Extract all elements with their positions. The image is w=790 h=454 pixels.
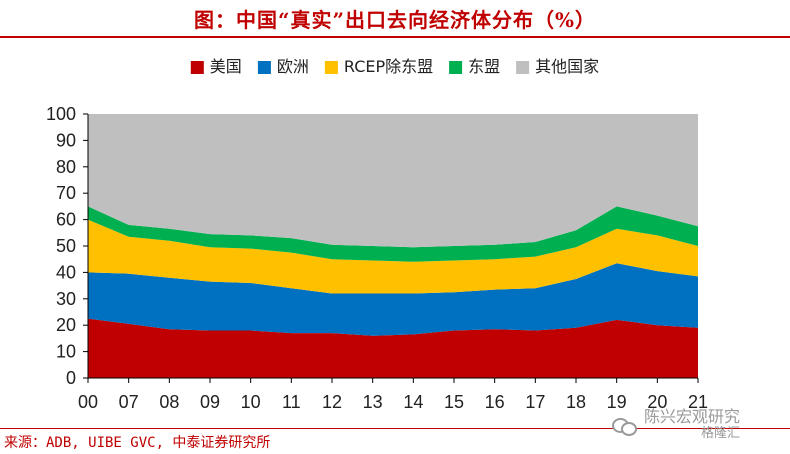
x-tick-label: 11 xyxy=(282,392,301,412)
x-tick-label: 18 xyxy=(566,392,586,412)
x-tick-label: 07 xyxy=(119,392,139,412)
x-tick-label: 15 xyxy=(444,392,464,412)
legend-swatch xyxy=(257,61,271,74)
y-tick-label: 20 xyxy=(56,315,76,335)
legend-swatch xyxy=(516,61,530,74)
legend-label: RCEP除东盟 xyxy=(344,57,433,76)
legend-item-4: 其他国家 xyxy=(516,57,599,76)
axes: 0 10 20 30 40 50 60 70 80 90 100 00 07 08 09 10 11 12 13 14… xyxy=(46,104,708,412)
x-tick-label: 08 xyxy=(159,392,179,412)
area-series-4 xyxy=(88,114,698,248)
chart-title: 图：中国“真实”出口去向经济体分布（%） xyxy=(193,8,596,32)
legend-label: 美国 xyxy=(210,57,242,76)
legend-label: 东盟 xyxy=(468,57,500,76)
area-series-2 xyxy=(88,219,698,294)
legend-label: 欧洲 xyxy=(277,57,309,76)
y-tick-label: 40 xyxy=(56,262,76,282)
x-tick-label: 00 xyxy=(78,392,98,412)
legend-item-2: RCEP除东盟 xyxy=(324,57,433,76)
x-tick-label: 16 xyxy=(485,392,505,412)
wechat-icon xyxy=(612,415,638,436)
y-tick-label: 100 xyxy=(46,104,76,124)
y-tick-label: 0 xyxy=(66,368,76,388)
title-divider xyxy=(0,36,790,38)
x-tick-label: 17 xyxy=(525,392,545,412)
legend-item-1: 欧洲 xyxy=(257,57,309,76)
y-tick-label: 50 xyxy=(56,236,76,256)
legend-label: 其他国家 xyxy=(535,57,599,76)
x-tick-label: 20 xyxy=(647,392,667,412)
y-tick-label: 10 xyxy=(56,342,76,362)
legend: 美国 欧洲 RCEP除东盟 东盟 其他国家 xyxy=(190,57,599,76)
watermark-name: 陈兴宏观研究 xyxy=(644,407,741,426)
legend-swatch xyxy=(190,61,204,74)
y-tick-label: 60 xyxy=(56,210,76,230)
legend-item-0: 美国 xyxy=(190,57,242,76)
legend-swatch xyxy=(324,61,338,74)
y-tick-label: 80 xyxy=(56,157,76,177)
legend-swatch xyxy=(449,61,463,74)
area-series-3 xyxy=(88,206,698,262)
area-series-1 xyxy=(88,263,698,336)
x-tick-label: 21 xyxy=(688,392,708,412)
x-tick-label: 13 xyxy=(363,392,383,412)
x-tick-label: 12 xyxy=(322,392,342,412)
watermark-sub: 格隆汇 xyxy=(701,426,741,441)
watermark: 陈兴宏观研究 格隆汇 xyxy=(612,408,740,442)
y-tick-label: 30 xyxy=(56,289,76,309)
source-note: 来源：ADB, UIBE GVC, 中泰证券研究所 xyxy=(4,435,271,451)
y-tick-label: 90 xyxy=(56,130,76,150)
x-tick-label: 14 xyxy=(403,392,423,412)
x-tick-label: 19 xyxy=(607,392,627,412)
x-tick-label: 09 xyxy=(200,392,220,412)
area-series xyxy=(88,114,698,378)
legend-item-3: 东盟 xyxy=(449,57,500,76)
area-series-0 xyxy=(88,318,698,378)
footer-divider xyxy=(0,428,790,429)
x-tick-label: 10 xyxy=(241,392,261,412)
y-tick-label: 70 xyxy=(56,183,76,203)
